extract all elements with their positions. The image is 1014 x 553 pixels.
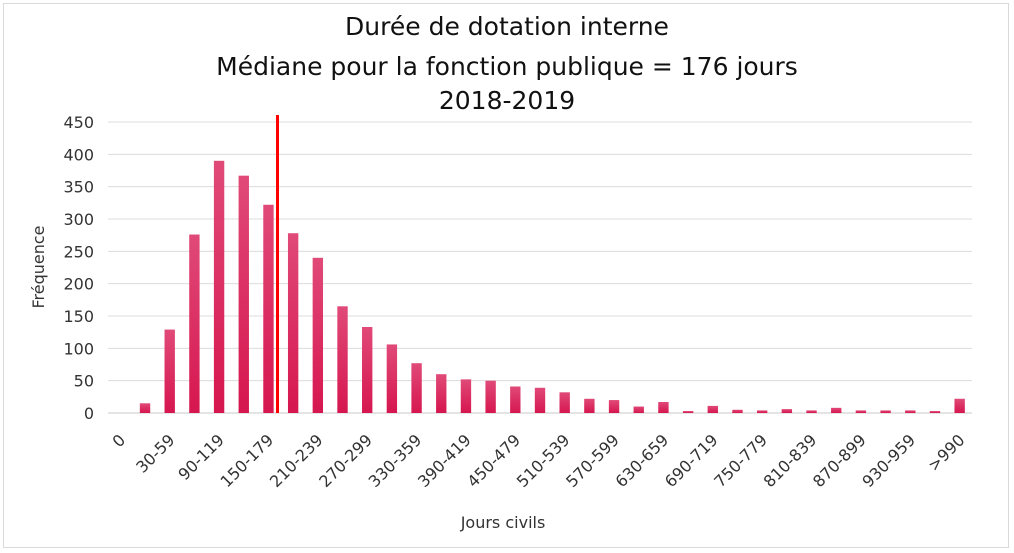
y-tick-label: 100 [63,339,94,358]
y-tick-label: 400 [63,145,94,164]
x-tick-label: 390-419 [414,430,475,491]
y-tick-label: 200 [63,275,94,294]
bar [213,160,225,413]
bar [880,410,891,413]
y-tick-label: 450 [63,113,94,132]
chart-title-line-2: Médiane pour la fonction publique = 176 … [216,52,798,81]
x-tick-label: 30-59 [132,430,178,476]
bar [658,402,669,413]
y-tick-label: 250 [63,242,94,261]
bar [954,398,965,413]
bar [411,363,422,413]
bar [584,398,595,413]
bar [831,407,842,413]
bar [164,329,175,413]
y-tick-label: 300 [63,210,94,229]
bar [806,410,817,413]
x-tick-label: 870-899 [809,430,870,491]
x-tick-label: 150-179 [217,430,278,491]
bar [905,410,916,413]
bar [362,326,373,413]
x-tick-label: 0 [109,430,130,451]
bar [485,380,496,413]
x-tick-label: 690-719 [661,430,722,491]
y-tick-label: 50 [74,372,94,391]
x-tick-label: 270-299 [315,430,376,491]
chart-title-line-1: Durée de dotation interne [345,12,669,41]
bar [460,379,472,413]
bar [436,374,447,413]
x-tick-label: 330-359 [365,430,426,491]
bar [633,406,644,413]
x-tick-label: 510-539 [513,430,574,491]
bar [263,204,274,413]
bar [756,410,768,413]
bar [682,411,694,413]
x-tick-label: >990 [924,430,969,475]
bar [534,387,546,413]
x-tick-label: 810-839 [760,430,821,491]
y-tick-label: 350 [63,178,94,197]
y-axis-label: Fréquence [29,225,48,308]
bar [510,386,521,413]
x-tick-label: 930-959 [858,430,919,491]
y-tick-label: 0 [84,404,94,423]
x-tick-label: 210-239 [266,430,327,491]
x-tick-label: 750-779 [710,430,771,491]
y-tick-label: 150 [63,307,94,326]
x-tick-label: 570-599 [562,430,623,491]
bar [781,409,793,413]
bar [238,175,249,413]
bar [608,400,620,413]
bar [189,234,200,413]
bar [386,344,398,413]
bar [312,257,324,413]
bar [929,411,941,413]
x-tick-label: 450-479 [463,430,524,491]
chart-frame [3,3,1009,548]
bar [732,409,743,413]
bar [855,410,867,413]
bar [559,392,570,413]
chart-title-line-3: 2018-2019 [438,86,576,115]
bar [139,403,151,413]
x-tick-label: 630-659 [612,430,673,491]
bar [337,306,348,413]
bar [287,233,299,413]
bar [707,405,718,413]
x-axis-label: Jours civils [460,513,546,532]
